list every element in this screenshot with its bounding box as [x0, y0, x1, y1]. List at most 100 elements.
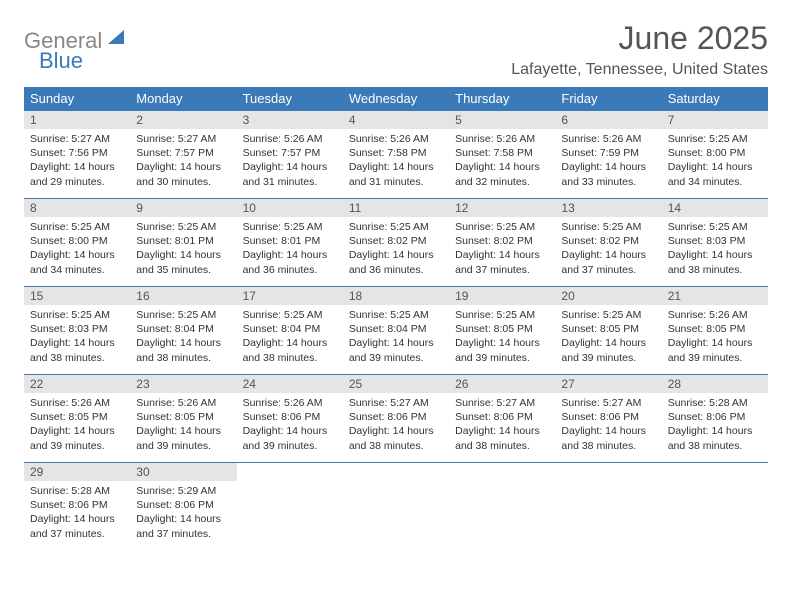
day-number: 4 — [343, 111, 449, 129]
day-details: Sunrise: 5:25 AMSunset: 8:01 PMDaylight:… — [130, 217, 236, 281]
day-number: 3 — [237, 111, 343, 129]
calendar-cell: 19Sunrise: 5:25 AMSunset: 8:05 PMDayligh… — [449, 287, 555, 375]
day-details: Sunrise: 5:26 AMSunset: 8:05 PMDaylight:… — [662, 305, 768, 369]
calendar-row: 22Sunrise: 5:26 AMSunset: 8:05 PMDayligh… — [24, 375, 768, 463]
day-details: Sunrise: 5:25 AMSunset: 8:03 PMDaylight:… — [24, 305, 130, 369]
calendar-cell: 15Sunrise: 5:25 AMSunset: 8:03 PMDayligh… — [24, 287, 130, 375]
calendar-cell: 28Sunrise: 5:28 AMSunset: 8:06 PMDayligh… — [662, 375, 768, 463]
calendar-cell: 26Sunrise: 5:27 AMSunset: 8:06 PMDayligh… — [449, 375, 555, 463]
day-details: Sunrise: 5:25 AMSunset: 8:05 PMDaylight:… — [555, 305, 661, 369]
logo-sail-icon — [106, 28, 126, 51]
calendar-cell: 16Sunrise: 5:25 AMSunset: 8:04 PMDayligh… — [130, 287, 236, 375]
day-number: 26 — [449, 375, 555, 393]
calendar-cell: 24Sunrise: 5:26 AMSunset: 8:06 PMDayligh… — [237, 375, 343, 463]
calendar-cell: 9Sunrise: 5:25 AMSunset: 8:01 PMDaylight… — [130, 199, 236, 287]
day-number: 21 — [662, 287, 768, 305]
day-number: 14 — [662, 199, 768, 217]
day-details: Sunrise: 5:27 AMSunset: 7:57 PMDaylight:… — [130, 129, 236, 193]
calendar-row: 1Sunrise: 5:27 AMSunset: 7:56 PMDaylight… — [24, 111, 768, 199]
day-details: Sunrise: 5:25 AMSunset: 8:02 PMDaylight:… — [449, 217, 555, 281]
day-number: 24 — [237, 375, 343, 393]
page-subtitle: Lafayette, Tennessee, United States — [511, 61, 768, 79]
calendar-cell — [237, 463, 343, 551]
calendar-cell: 29Sunrise: 5:28 AMSunset: 8:06 PMDayligh… — [24, 463, 130, 551]
calendar-cell: 22Sunrise: 5:26 AMSunset: 8:05 PMDayligh… — [24, 375, 130, 463]
day-details: Sunrise: 5:28 AMSunset: 8:06 PMDaylight:… — [662, 393, 768, 457]
day-number: 12 — [449, 199, 555, 217]
title-block: June 2025 Lafayette, Tennessee, United S… — [511, 20, 768, 79]
calendar-cell: 23Sunrise: 5:26 AMSunset: 8:05 PMDayligh… — [130, 375, 236, 463]
calendar-cell: 14Sunrise: 5:25 AMSunset: 8:03 PMDayligh… — [662, 199, 768, 287]
weekday-header: Tuesday — [237, 87, 343, 111]
day-number: 27 — [555, 375, 661, 393]
calendar-cell: 4Sunrise: 5:26 AMSunset: 7:58 PMDaylight… — [343, 111, 449, 199]
page-title: June 2025 — [511, 20, 768, 57]
day-details: Sunrise: 5:25 AMSunset: 8:04 PMDaylight:… — [237, 305, 343, 369]
calendar-cell — [555, 463, 661, 551]
day-details: Sunrise: 5:26 AMSunset: 8:06 PMDaylight:… — [237, 393, 343, 457]
calendar-cell: 7Sunrise: 5:25 AMSunset: 8:00 PMDaylight… — [662, 111, 768, 199]
day-details: Sunrise: 5:26 AMSunset: 7:58 PMDaylight:… — [449, 129, 555, 193]
calendar-cell: 13Sunrise: 5:25 AMSunset: 8:02 PMDayligh… — [555, 199, 661, 287]
calendar-cell: 12Sunrise: 5:25 AMSunset: 8:02 PMDayligh… — [449, 199, 555, 287]
day-number: 11 — [343, 199, 449, 217]
day-details: Sunrise: 5:26 AMSunset: 7:59 PMDaylight:… — [555, 129, 661, 193]
header: General June 2025 Lafayette, Tennessee, … — [24, 20, 768, 79]
calendar-cell — [662, 463, 768, 551]
day-details: Sunrise: 5:26 AMSunset: 8:05 PMDaylight:… — [24, 393, 130, 457]
weekday-header-row: Sunday Monday Tuesday Wednesday Thursday… — [24, 87, 768, 111]
day-number: 1 — [24, 111, 130, 129]
day-number: 5 — [449, 111, 555, 129]
calendar-cell: 27Sunrise: 5:27 AMSunset: 8:06 PMDayligh… — [555, 375, 661, 463]
day-details: Sunrise: 5:27 AMSunset: 8:06 PMDaylight:… — [555, 393, 661, 457]
calendar-row: 8Sunrise: 5:25 AMSunset: 8:00 PMDaylight… — [24, 199, 768, 287]
weekday-header: Thursday — [449, 87, 555, 111]
day-details: Sunrise: 5:25 AMSunset: 8:01 PMDaylight:… — [237, 217, 343, 281]
day-details: Sunrise: 5:25 AMSunset: 8:02 PMDaylight:… — [555, 217, 661, 281]
calendar-row: 29Sunrise: 5:28 AMSunset: 8:06 PMDayligh… — [24, 463, 768, 551]
day-details: Sunrise: 5:25 AMSunset: 8:04 PMDaylight:… — [343, 305, 449, 369]
day-number: 16 — [130, 287, 236, 305]
day-number: 28 — [662, 375, 768, 393]
day-details: Sunrise: 5:25 AMSunset: 8:02 PMDaylight:… — [343, 217, 449, 281]
day-details: Sunrise: 5:25 AMSunset: 8:00 PMDaylight:… — [662, 129, 768, 193]
calendar-cell: 10Sunrise: 5:25 AMSunset: 8:01 PMDayligh… — [237, 199, 343, 287]
day-details: Sunrise: 5:29 AMSunset: 8:06 PMDaylight:… — [130, 481, 236, 545]
calendar-cell: 5Sunrise: 5:26 AMSunset: 7:58 PMDaylight… — [449, 111, 555, 199]
day-details: Sunrise: 5:26 AMSunset: 7:58 PMDaylight:… — [343, 129, 449, 193]
day-number: 23 — [130, 375, 236, 393]
day-number: 18 — [343, 287, 449, 305]
weekday-header: Monday — [130, 87, 236, 111]
day-number: 29 — [24, 463, 130, 481]
day-details: Sunrise: 5:27 AMSunset: 8:06 PMDaylight:… — [449, 393, 555, 457]
calendar-cell: 21Sunrise: 5:26 AMSunset: 8:05 PMDayligh… — [662, 287, 768, 375]
day-number: 17 — [237, 287, 343, 305]
calendar-cell: 17Sunrise: 5:25 AMSunset: 8:04 PMDayligh… — [237, 287, 343, 375]
weekday-header: Friday — [555, 87, 661, 111]
day-details: Sunrise: 5:27 AMSunset: 8:06 PMDaylight:… — [343, 393, 449, 457]
day-details: Sunrise: 5:25 AMSunset: 8:05 PMDaylight:… — [449, 305, 555, 369]
calendar-cell: 2Sunrise: 5:27 AMSunset: 7:57 PMDaylight… — [130, 111, 236, 199]
day-number: 8 — [24, 199, 130, 217]
calendar-cell: 3Sunrise: 5:26 AMSunset: 7:57 PMDaylight… — [237, 111, 343, 199]
day-number: 13 — [555, 199, 661, 217]
calendar-cell: 18Sunrise: 5:25 AMSunset: 8:04 PMDayligh… — [343, 287, 449, 375]
day-details: Sunrise: 5:26 AMSunset: 8:05 PMDaylight:… — [130, 393, 236, 457]
day-details: Sunrise: 5:27 AMSunset: 7:56 PMDaylight:… — [24, 129, 130, 193]
day-number: 7 — [662, 111, 768, 129]
day-number: 20 — [555, 287, 661, 305]
day-details: Sunrise: 5:25 AMSunset: 8:00 PMDaylight:… — [24, 217, 130, 281]
calendar-cell: 1Sunrise: 5:27 AMSunset: 7:56 PMDaylight… — [24, 111, 130, 199]
day-details: Sunrise: 5:26 AMSunset: 7:57 PMDaylight:… — [237, 129, 343, 193]
weekday-header: Sunday — [24, 87, 130, 111]
calendar-cell: 30Sunrise: 5:29 AMSunset: 8:06 PMDayligh… — [130, 463, 236, 551]
day-number: 9 — [130, 199, 236, 217]
day-number: 6 — [555, 111, 661, 129]
calendar-row: 15Sunrise: 5:25 AMSunset: 8:03 PMDayligh… — [24, 287, 768, 375]
weekday-header: Saturday — [662, 87, 768, 111]
logo-text-blue: Blue — [39, 48, 83, 74]
day-details: Sunrise: 5:25 AMSunset: 8:04 PMDaylight:… — [130, 305, 236, 369]
day-number: 10 — [237, 199, 343, 217]
day-details: Sunrise: 5:25 AMSunset: 8:03 PMDaylight:… — [662, 217, 768, 281]
day-number: 19 — [449, 287, 555, 305]
